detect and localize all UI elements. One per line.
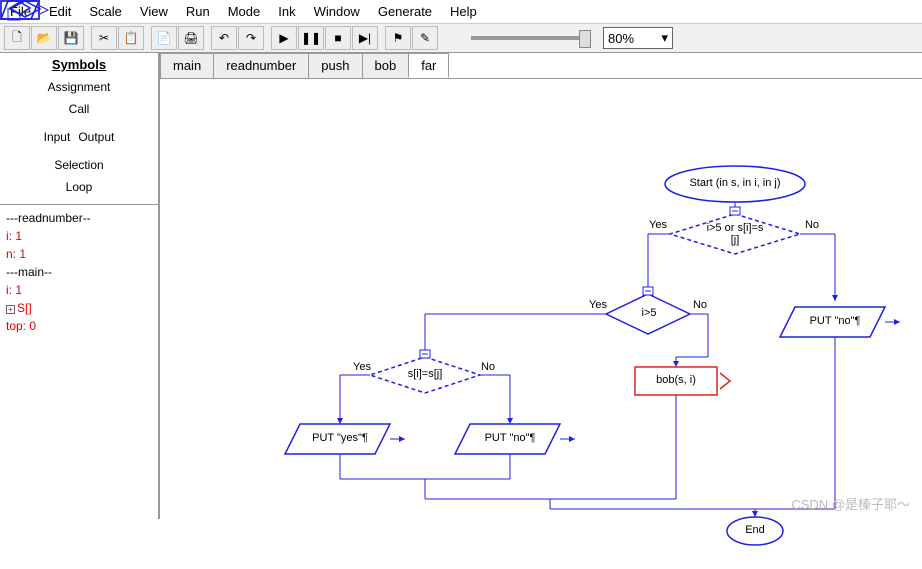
save-icon[interactable]: 💾 <box>58 26 84 50</box>
menu-run[interactable]: Run <box>186 4 210 19</box>
speed-slider[interactable] <box>471 36 591 40</box>
menu-window[interactable]: Window <box>314 4 360 19</box>
yes-label: Yes <box>648 219 668 231</box>
expand-icon[interactable]: + <box>6 305 15 314</box>
var-line: n: 1 <box>6 245 152 263</box>
redo-icon[interactable]: ↷ <box>238 26 264 50</box>
variables-panel: ---readnumber-- i: 1 n: 1 ---main-- i: 1… <box>0 205 158 519</box>
yes-label: Yes <box>352 361 372 373</box>
toolbar: 🗋 📂 💾 ✂ 📋 📄 🖨 ↶ ↷ ▶ ❚❚ ■ ▶| ⚑ ✎ 80% ▾ <box>0 24 922 53</box>
menu-help[interactable]: Help <box>450 4 477 19</box>
tab-push[interactable]: push <box>308 53 362 78</box>
tab-far[interactable]: far <box>408 53 449 78</box>
dropdown-icon: ▾ <box>661 30 668 46</box>
menu-scale[interactable]: Scale <box>89 4 122 19</box>
dec2-node[interactable]: i>5 <box>632 307 666 319</box>
sym-output[interactable]: Output <box>78 130 114 144</box>
no-label: No <box>802 219 822 231</box>
out1-node[interactable]: PUT "yes"¶ <box>300 432 380 444</box>
zoom-select[interactable]: 80% ▾ <box>603 27 673 49</box>
var-line: i: 1 <box>6 227 152 245</box>
pen-icon[interactable]: ✎ <box>412 26 438 50</box>
no-label: No <box>690 299 710 311</box>
end-node[interactable]: End <box>740 524 770 536</box>
sym-loop[interactable]: Loop <box>4 180 154 194</box>
step-icon[interactable]: ▶| <box>352 26 378 50</box>
menu-mode[interactable]: Mode <box>228 4 261 19</box>
var-line: i: 1 <box>6 281 152 299</box>
sym-call[interactable]: Call <box>4 102 154 116</box>
pause-icon[interactable]: ❚❚ <box>298 26 324 50</box>
print-icon[interactable]: 🖨 <box>178 26 204 50</box>
symbols-panel: Symbols Assignment Call Input Output <box>0 53 158 205</box>
yes-label: Yes <box>588 299 608 311</box>
sym-input[interactable]: Input <box>44 130 71 144</box>
start-node[interactable]: Start (in s, in i, in j) <box>670 177 800 189</box>
out2-node[interactable]: PUT "no"¶ <box>470 432 550 444</box>
flowchart[interactable]: Start (in s, in i, in j) i>5 or s[i]=s [… <box>160 79 922 545</box>
menu-view[interactable]: View <box>140 4 168 19</box>
stop-icon[interactable]: ■ <box>325 26 351 50</box>
menubar: File Edit Scale View Run Mode Ink Window… <box>0 0 922 24</box>
dec3-node[interactable]: s[i]=s[j] <box>395 368 455 380</box>
tabs: main readnumber push bob far <box>160 53 922 79</box>
var-line: ---main-- <box>6 263 152 281</box>
tab-readnumber[interactable]: readnumber <box>213 53 309 78</box>
canvas: main readnumber push bob far <box>160 53 922 519</box>
tab-bob[interactable]: bob <box>362 53 410 78</box>
new-icon[interactable]: 🗋 <box>4 26 30 50</box>
sym-selection[interactable]: Selection <box>4 158 154 172</box>
tab-main[interactable]: main <box>160 53 214 78</box>
play-icon[interactable]: ▶ <box>271 26 297 50</box>
out3-node[interactable]: PUT "no"¶ <box>795 315 875 327</box>
dec1-node[interactable]: i>5 or s[i]=s [j] <box>695 222 775 246</box>
sym-assignment[interactable]: Assignment <box>4 80 154 94</box>
paste-icon[interactable]: 📄 <box>151 26 177 50</box>
zoom-value: 80% <box>608 31 634 46</box>
call-node[interactable]: bob(s, i) <box>640 374 712 386</box>
menu-ink[interactable]: Ink <box>278 4 295 19</box>
no-label: No <box>478 361 498 373</box>
var-line: +S[] <box>6 299 152 317</box>
symbols-title: Symbols <box>4 57 154 72</box>
var-line: top: 0 <box>6 317 152 335</box>
copy-icon[interactable]: 📋 <box>118 26 144 50</box>
menu-generate[interactable]: Generate <box>378 4 432 19</box>
var-line: ---readnumber-- <box>6 209 152 227</box>
watermark: CSDN @是榛子耶～ <box>791 494 910 513</box>
open-icon[interactable]: 📂 <box>31 26 57 50</box>
undo-icon[interactable]: ↶ <box>211 26 237 50</box>
sidebar: Symbols Assignment Call Input Output <box>0 53 160 519</box>
menu-edit[interactable]: Edit <box>49 4 71 19</box>
flag-icon[interactable]: ⚑ <box>385 26 411 50</box>
cut-icon[interactable]: ✂ <box>91 26 117 50</box>
